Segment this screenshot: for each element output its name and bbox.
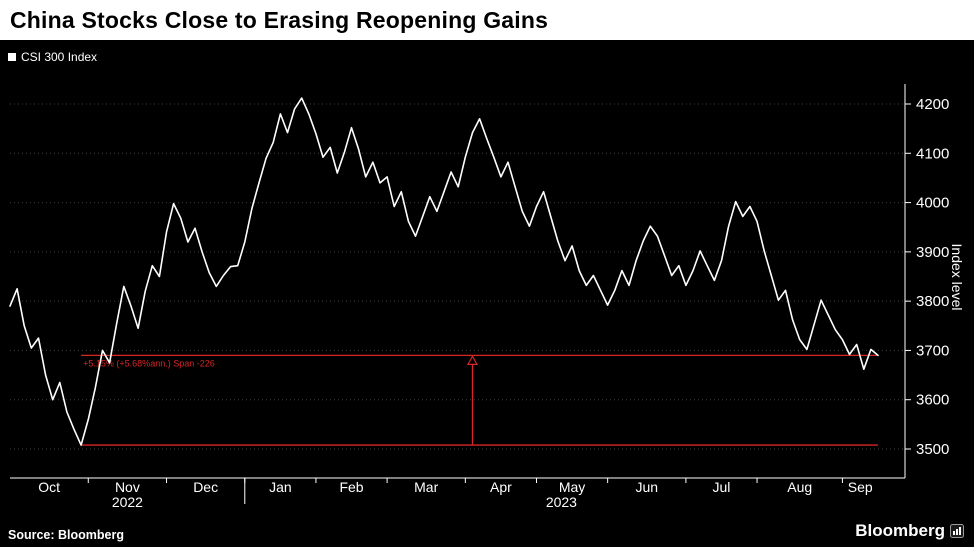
bloomberg-brand: Bloomberg <box>855 521 964 541</box>
y-tick-label: 3900 <box>916 244 949 261</box>
month-label: Dec <box>193 479 218 495</box>
month-label: Jan <box>269 479 292 495</box>
annotation-arrow-head <box>466 355 478 365</box>
title-bar: China Stocks Close to Erasing Reopening … <box>0 0 974 40</box>
legend-label: CSI 300 Index <box>21 50 98 64</box>
year-label: 2022 <box>112 494 143 507</box>
month-label: Nov <box>115 479 140 495</box>
y-tick-label: 3500 <box>916 441 949 458</box>
month-label: Feb <box>339 479 363 495</box>
month-label: Jul <box>713 479 731 495</box>
month-label: Apr <box>490 479 512 495</box>
month-label: Oct <box>38 479 60 495</box>
legend-swatch-icon <box>8 53 16 61</box>
chart-legend: CSI 300 Index <box>8 50 97 64</box>
month-label: Sep <box>848 479 873 495</box>
bloomberg-terminal-icon <box>950 524 964 538</box>
annotation-text: +5.15% (+5.68%ann.) Span -226 <box>83 358 215 368</box>
month-label: Mar <box>414 479 438 495</box>
y-tick-label: 3600 <box>916 392 949 409</box>
y-tick-label: 3800 <box>916 293 949 310</box>
bloomberg-wordmark: Bloomberg <box>855 521 945 540</box>
csi300-series-line <box>9 97 879 446</box>
month-label: Aug <box>787 479 812 495</box>
csi300-line-chart: 3500 3600 3700 3800 3900 4000 4100 4200 Index le… <box>9 84 965 507</box>
y-tick-label: 4200 <box>916 96 949 113</box>
month-label: Jun <box>635 479 658 495</box>
month-label: May <box>559 479 585 495</box>
y-tick-label: 3700 <box>916 342 949 359</box>
y-axis-title: Index level <box>949 244 965 311</box>
chart-title: China Stocks Close to Erasing Reopening … <box>10 6 549 33</box>
year-label: 2023 <box>546 494 577 507</box>
y-tick-label: 4000 <box>916 195 949 212</box>
source-credit: Source: Bloomberg <box>8 528 124 542</box>
y-tick-label: 4100 <box>916 145 949 162</box>
